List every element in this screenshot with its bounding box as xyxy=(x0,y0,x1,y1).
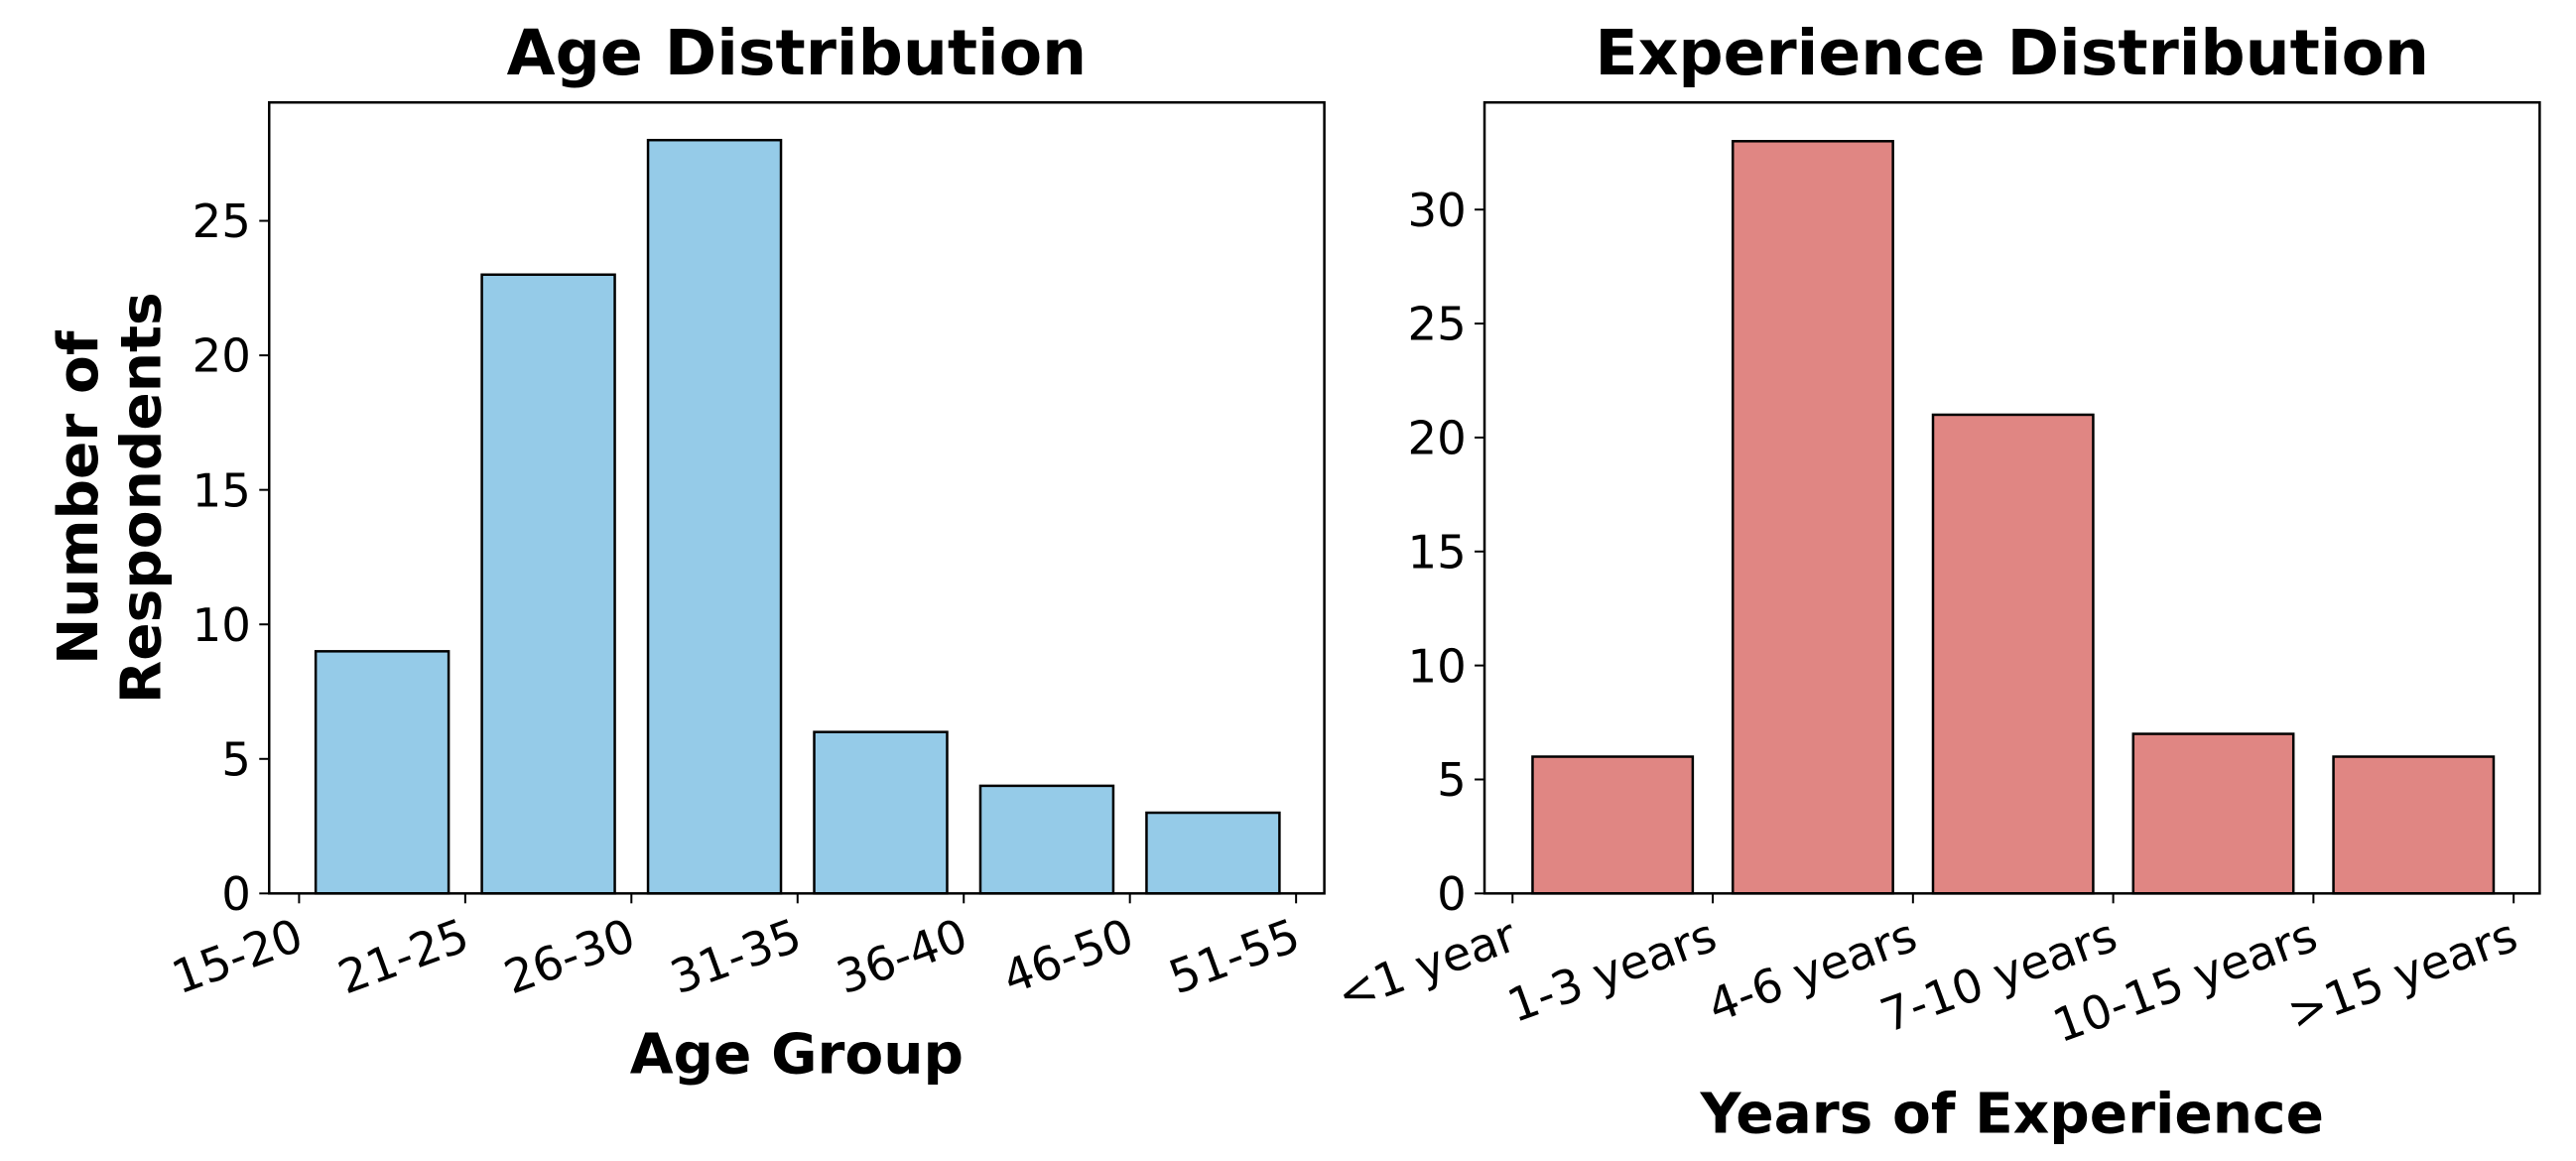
x-tick-label: <1 year xyxy=(1330,908,1523,1022)
bar xyxy=(2332,755,2496,895)
x-axis-label: Age Group xyxy=(630,1022,964,1088)
y-tick-label: 10 xyxy=(1407,639,1466,693)
x-tick-label: 26-30 xyxy=(497,908,642,1004)
y-axis-label: Number ofRespondents xyxy=(46,292,174,704)
bar xyxy=(1145,811,1281,895)
chart-title: Experience Distribution xyxy=(1595,16,2429,89)
bar xyxy=(480,273,616,895)
y-tick-label: 0 xyxy=(1437,867,1467,921)
x-tick-label: 46-50 xyxy=(996,908,1141,1004)
x-tick-label: 21-25 xyxy=(331,908,476,1004)
x-tick-label: 36-40 xyxy=(830,908,974,1004)
bar xyxy=(314,650,451,895)
y-tick-label: 20 xyxy=(1407,412,1466,465)
x-tick-label: 15-20 xyxy=(165,908,310,1004)
bar xyxy=(1731,140,1894,895)
bar xyxy=(646,138,783,895)
y-tick-label: 0 xyxy=(221,867,251,921)
x-tick-label: 51-55 xyxy=(1162,908,1307,1004)
chart-title: Age Distribution xyxy=(507,16,1088,89)
y-tick-label: 15 xyxy=(193,463,251,517)
x-axis-label: Years of Experience xyxy=(1699,1082,2323,1147)
y-tick-label: 5 xyxy=(1437,753,1467,807)
y-tick-label: 15 xyxy=(1407,525,1466,579)
y-tick-label: 30 xyxy=(1407,184,1466,237)
y-tick-label: 25 xyxy=(1407,298,1466,351)
x-tick-label: >15 years xyxy=(2281,908,2524,1040)
bar xyxy=(1531,755,1695,895)
x-tick-label: 31-35 xyxy=(664,908,809,1004)
bar xyxy=(1931,413,2095,895)
bar xyxy=(813,730,949,895)
y-tick-label: 5 xyxy=(221,732,251,786)
y-tick-label: 25 xyxy=(193,194,251,248)
x-tick-label: 1-3 years xyxy=(1500,908,1723,1033)
bar xyxy=(978,784,1115,895)
y-tick-label: 20 xyxy=(193,329,251,383)
bar xyxy=(2131,732,2295,895)
y-tick-label: 10 xyxy=(193,598,251,652)
plot-frame xyxy=(1482,100,2541,895)
